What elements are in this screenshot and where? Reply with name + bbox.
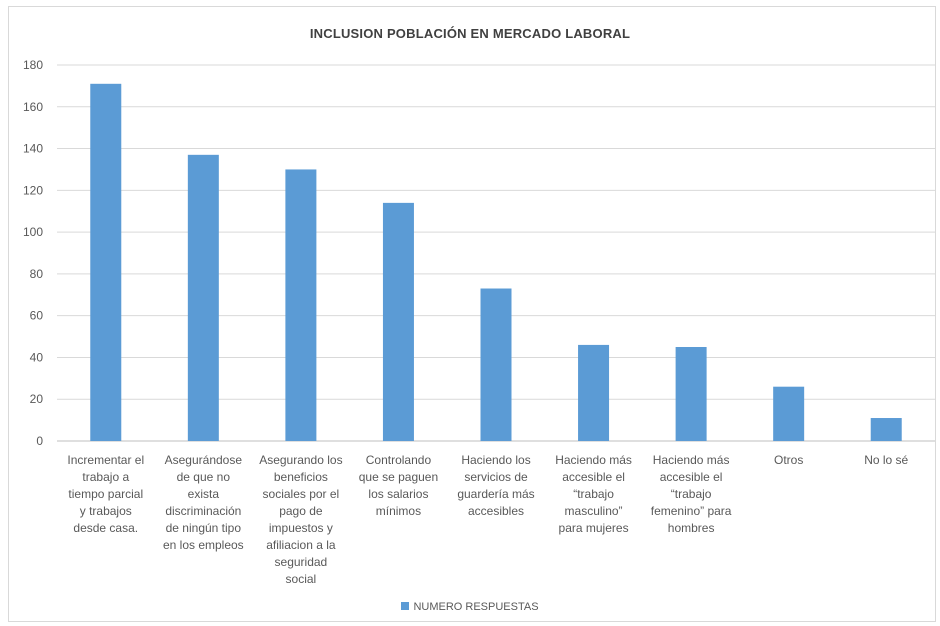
y-tick-label: 160 <box>23 100 43 114</box>
x-category-label: Haciendo más accesible el “trabajo femenino… <box>651 453 732 535</box>
x-category-label: Controlando que se paguen los salarios míni… <box>359 453 438 518</box>
x-category-label: Asegurando los beneficios sociales por el p… <box>259 453 342 586</box>
legend-label: NUMERO RESPUESTAS <box>413 601 539 613</box>
x-category-label: Haciendo más accesible el “trabajo masculin… <box>555 453 632 535</box>
x-category-label: Haciendo los servicios de guardería más acc… <box>457 453 534 518</box>
bar <box>285 169 317 441</box>
y-tick-label: 120 <box>23 183 43 197</box>
bar <box>578 344 610 441</box>
y-tick-label: 60 <box>30 309 44 323</box>
bar <box>675 347 707 441</box>
legend-swatch <box>401 602 410 610</box>
y-tick-label: 100 <box>23 225 43 239</box>
y-tick-label: 20 <box>30 392 44 406</box>
bar <box>870 418 902 441</box>
y-tick-label: 0 <box>36 434 43 448</box>
chart-title: INCLUSION POBLACIÓN EN MERCADO LABORAL <box>309 26 631 41</box>
x-category-label: No lo sé <box>864 453 908 467</box>
bar <box>773 386 805 441</box>
bar <box>90 83 122 442</box>
y-tick-label: 80 <box>30 267 44 281</box>
y-tick-label: 140 <box>23 142 43 156</box>
bar <box>187 154 219 442</box>
bar <box>382 202 414 441</box>
y-tick-label: 40 <box>30 350 44 364</box>
x-category-label: Incrementar el trabajo a tiempo parcial y t… <box>67 453 144 535</box>
chart-area <box>8 6 936 622</box>
x-category-label: Asegurándose de que no exista discriminació… <box>163 453 244 552</box>
y-tick-label: 180 <box>23 58 43 72</box>
x-category-label: Otros <box>774 453 803 467</box>
legend: NUMERO RESPUESTAS <box>0 601 940 613</box>
bar <box>480 288 512 441</box>
